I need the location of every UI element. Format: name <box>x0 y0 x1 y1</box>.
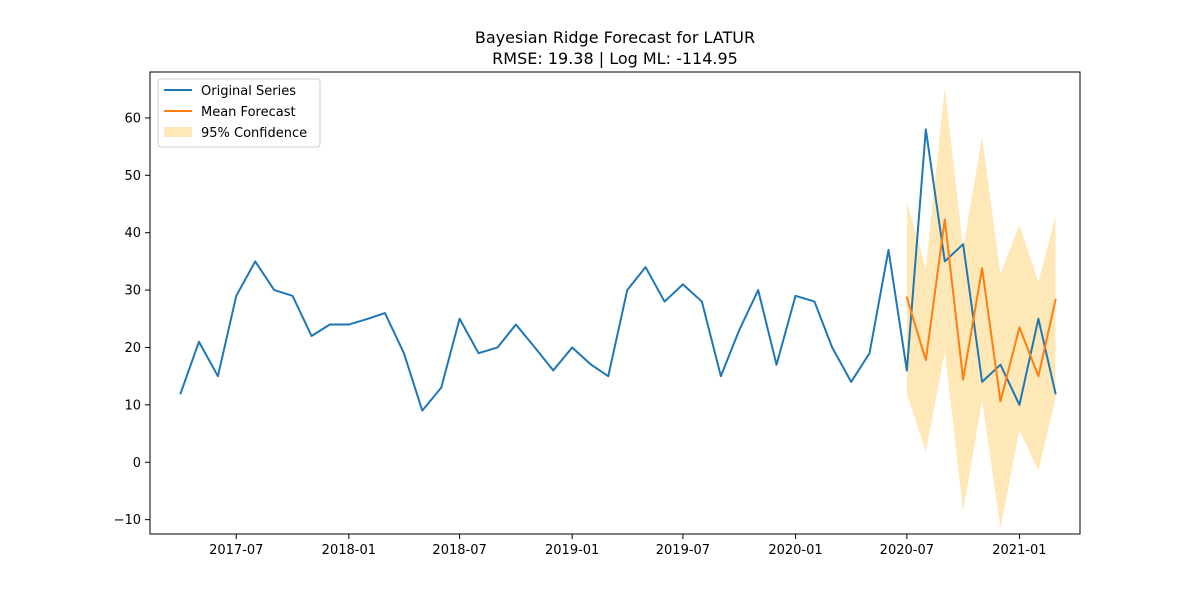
x-tick-label: 2020-07 <box>880 543 934 558</box>
plot-area-frame <box>149 71 1081 535</box>
chart-title: Bayesian Ridge Forecast for LATUR <box>475 28 755 47</box>
x-axis: 2017-07 2018-01 2018-07 2019-01 2019-07 2020-… <box>209 534 1047 558</box>
x-tick-label: 2018-01 <box>322 543 376 558</box>
confidence-band-layer <box>906 87 1056 529</box>
x-tick-label: 2019-07 <box>656 543 710 558</box>
y-tick-label: 20 <box>124 341 141 356</box>
y-tick-label: 40 <box>124 226 141 241</box>
y-tick-label: 0 <box>133 456 141 471</box>
x-tick-label: 2018-07 <box>432 543 486 558</box>
legend: Original Series Mean Forecast 95% Confiden… <box>157 78 321 148</box>
x-tick-label: 2017-07 <box>209 543 263 558</box>
original-series-line <box>179 128 1057 412</box>
legend-label: Original Series <box>201 84 296 99</box>
legend-label: Mean Forecast <box>201 105 296 120</box>
y-tick-label: −10 <box>114 513 141 528</box>
x-tick-label: 2021-01 <box>992 543 1046 558</box>
chart-subtitle: RMSE: 19.38 | Log ML: -114.95 <box>492 49 738 68</box>
y-tick-label: 50 <box>124 169 141 184</box>
legend-swatch-confidence <box>164 127 192 137</box>
mean-forecast-line <box>905 218 1057 403</box>
legend-box <box>157 78 321 148</box>
y-tick-label: 30 <box>124 284 141 299</box>
y-axis: −10 0 10 20 30 40 50 60 <box>114 111 150 528</box>
series-line-layer <box>179 128 1057 412</box>
y-tick-label: 60 <box>124 111 141 126</box>
legend-label: 95% Confidence <box>201 126 307 141</box>
confidence-band <box>906 87 1056 529</box>
y-tick-label: 10 <box>124 398 141 413</box>
x-tick-label: 2019-01 <box>545 543 599 558</box>
x-tick-label: 2020-01 <box>768 543 822 558</box>
